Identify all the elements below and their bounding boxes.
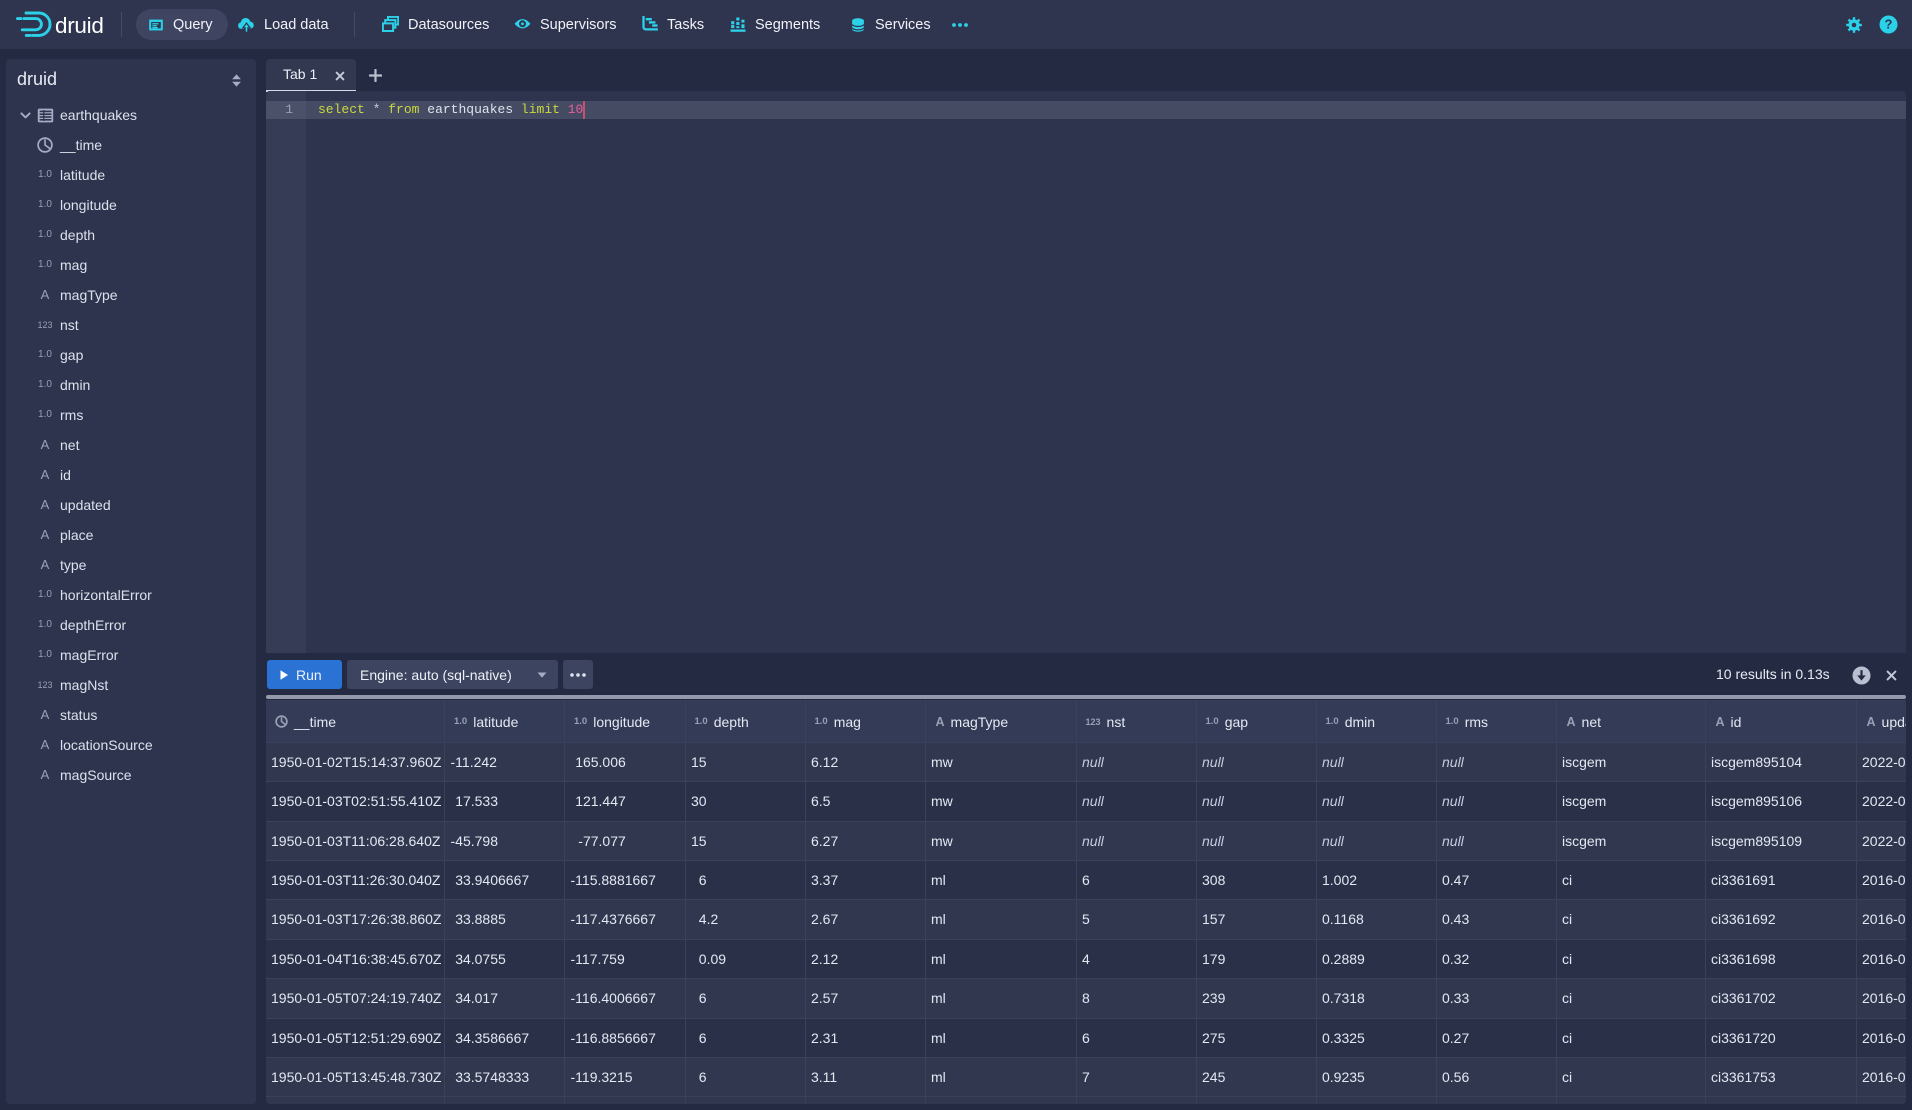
svg-text:?: ?: [1885, 17, 1893, 32]
